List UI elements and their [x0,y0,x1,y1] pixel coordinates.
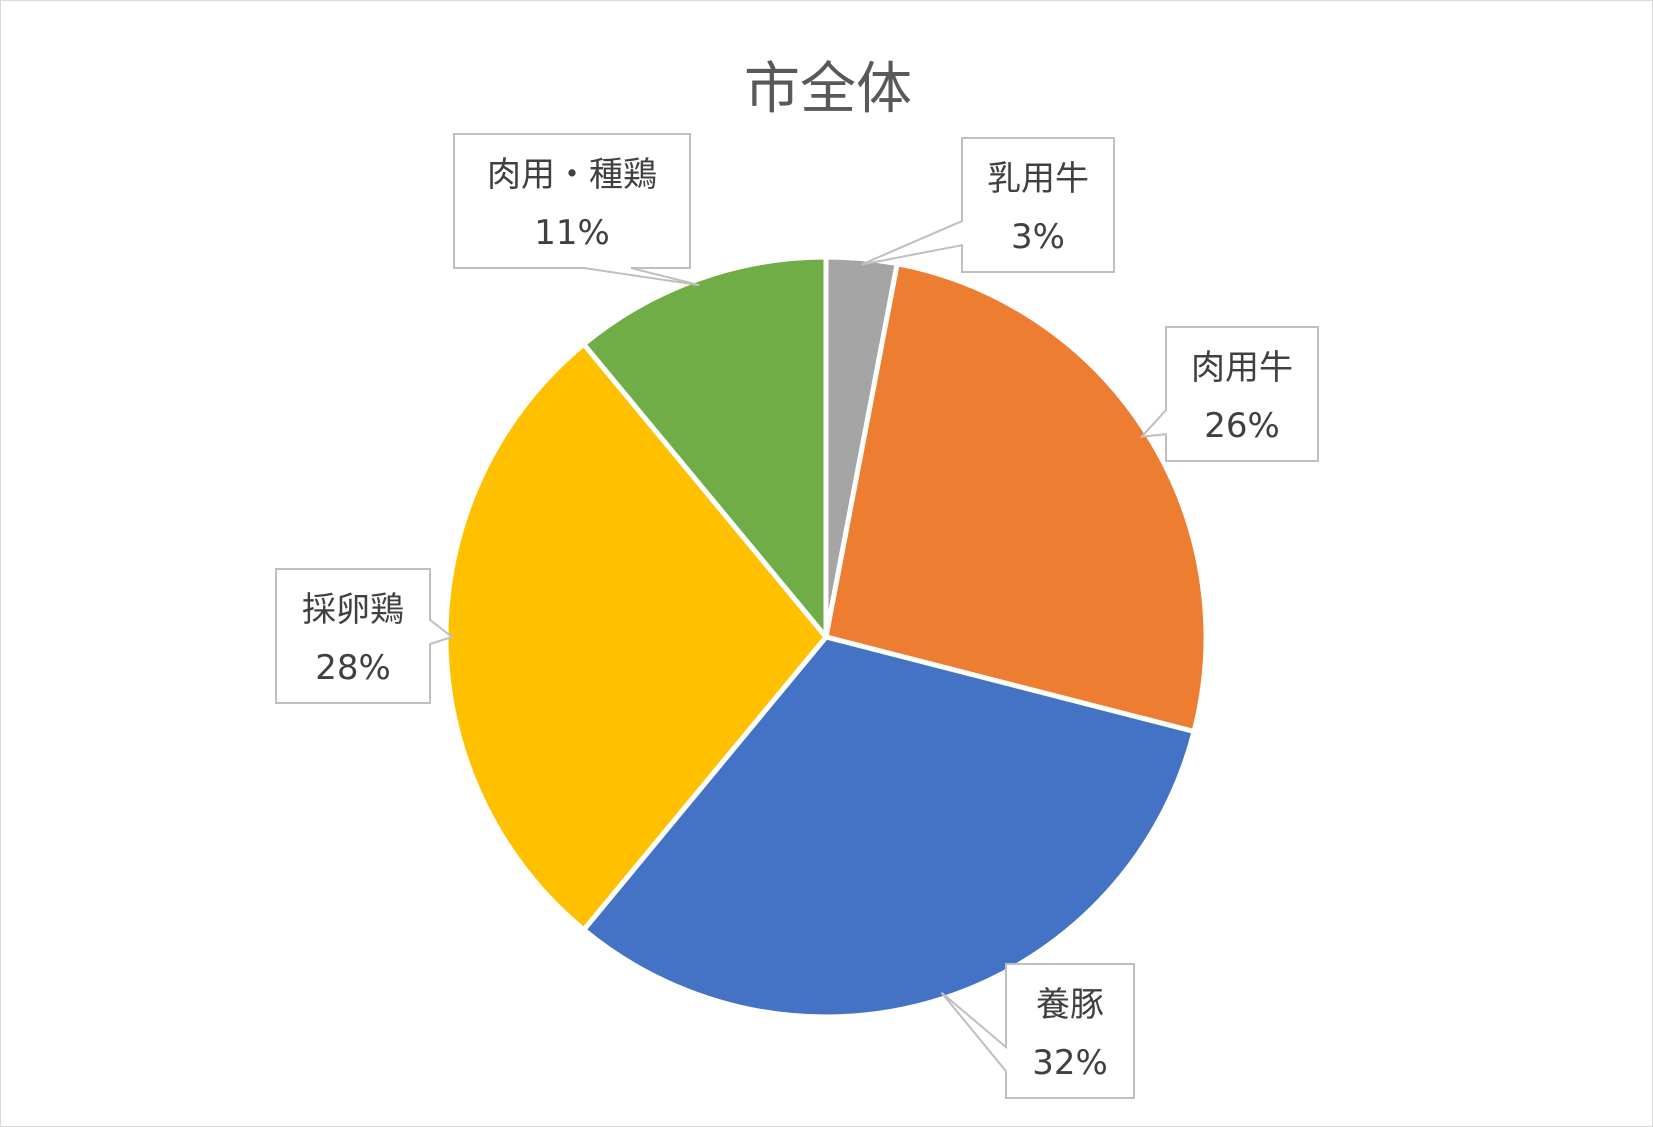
slice-percent-label: 26% [1204,406,1280,446]
data-label-callout: 養豚 32% [940,963,1135,1099]
slice-percent-label: 32% [1032,1043,1108,1083]
callout-box [940,963,1135,1099]
pie-slices [443,254,1209,1020]
pie-slice [581,634,1197,1020]
callout-box [275,568,455,704]
data-label-callout: 採卵鶏 28% [275,568,455,704]
callout-box [453,133,700,287]
slice-category-label: 乳用牛 [987,159,1089,199]
data-label-callout: 乳用牛 3% [860,137,1115,273]
slice-percent-label: 3% [1011,217,1065,257]
slice-category-label: 養豚 [1036,985,1104,1025]
slice-percent-label: 28% [315,648,391,688]
data-label-callout: 肉用・種鶏 11% [453,133,700,287]
chart-title: 市全体 [744,57,912,122]
slice-category-label: 採卵鶏 [302,590,404,630]
data-label-callouts: 乳用牛 3% 肉用牛 26% 養豚 32% 採卵鶏 28% 肉用・種鶏 11% [275,133,1319,1099]
callout-box [1139,326,1319,462]
callout-box [860,137,1115,273]
slice-category-label: 肉用牛 [1191,348,1293,388]
pie-slice [581,254,829,640]
slice-category-label: 肉用・種鶏 [487,155,657,195]
data-label-callout: 肉用牛 26% [1139,326,1319,462]
slice-percent-label: 11% [534,213,610,253]
